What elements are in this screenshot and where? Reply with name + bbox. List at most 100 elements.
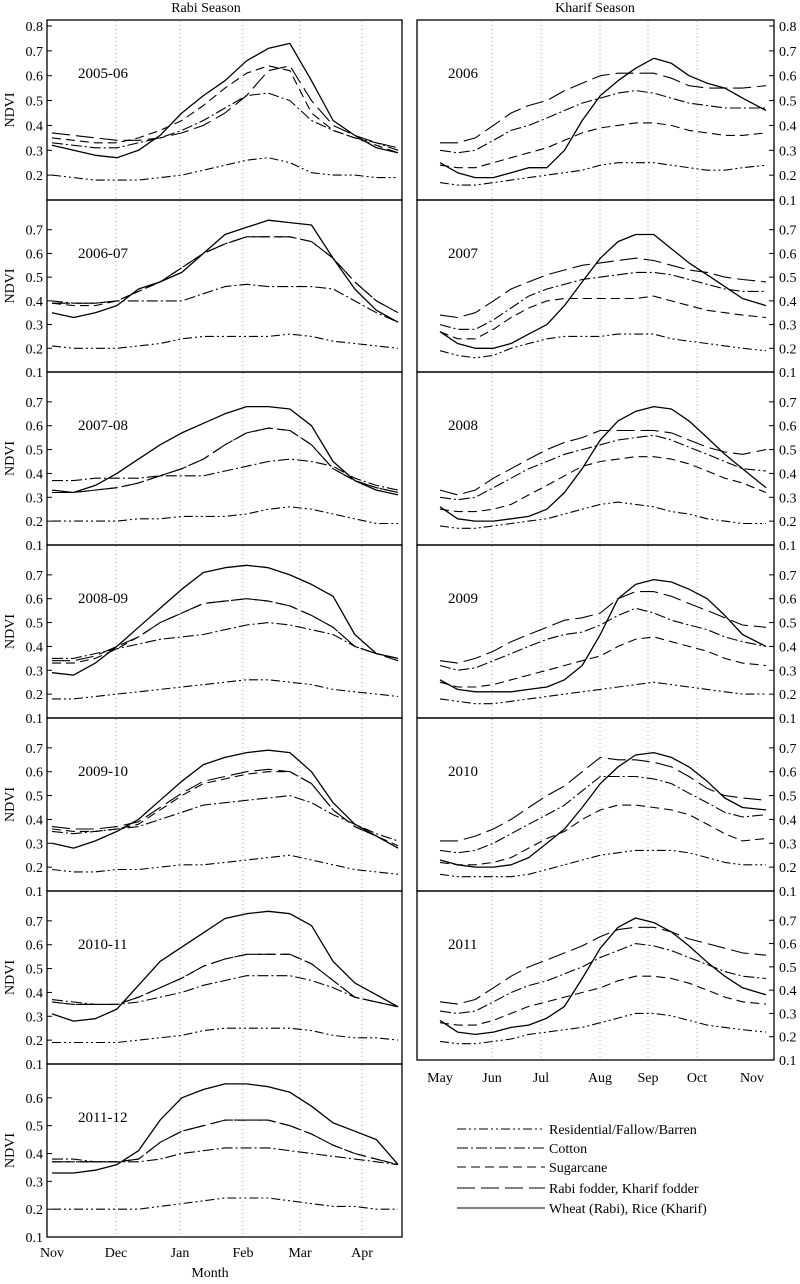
series-line-dashdot bbox=[439, 434, 767, 501]
series-line-dash bbox=[52, 598, 399, 664]
rabi-panels: 0.20.30.40.50.60.70.8NDVI2005-060.10.20.… bbox=[3, 19, 403, 1246]
panel-2007: 0.1 0.2 0.3 0.4 0.5 0.6 0.7 2007 bbox=[416, 199, 797, 381]
series-line-solid bbox=[439, 57, 767, 179]
series-line-dashdot bbox=[439, 90, 766, 154]
panel-title: 2007 bbox=[448, 246, 479, 262]
y-tick-label: 0.6 bbox=[26, 1092, 44, 1107]
y-tick-label: 0.1 bbox=[779, 194, 797, 209]
month-label: Dec bbox=[105, 1246, 128, 1261]
y-tick-label: 0.2 bbox=[26, 688, 44, 703]
series-line-solid bbox=[51, 564, 399, 676]
series-line-solid bbox=[439, 233, 767, 349]
panel-2010: 0.1 0.2 0.3 0.4 0.5 0.6 0.7 2010 bbox=[416, 717, 797, 900]
y-tick-label: 0.1 bbox=[26, 539, 44, 554]
y-tick-label: 0.8 bbox=[779, 20, 797, 35]
series-line-longdash bbox=[51, 65, 399, 149]
y-tick-label: 0.6 bbox=[26, 247, 44, 262]
panel-2010-11: 0.1 0.2 0.3 0.4 0.5 0.6 0.7 NDVI 2010-11 bbox=[3, 890, 403, 1073]
y-tick-label: 0.7 bbox=[779, 45, 797, 60]
y-tick-label: 0.6 bbox=[26, 939, 44, 954]
y-tick-label: 0.1 bbox=[779, 712, 797, 727]
y-tick-label: 0.2 bbox=[26, 169, 44, 184]
y-tick-label: 0.3 bbox=[779, 144, 797, 159]
series-line-dashdotdot bbox=[51, 333, 399, 349]
y-tick-label: 0.4 bbox=[26, 295, 44, 310]
legend-item-longdash: Rabi fodder, Kharif fodder bbox=[457, 1182, 699, 1197]
panel-title: 2010 bbox=[448, 764, 478, 780]
y-tick-label: 0.6 bbox=[779, 247, 797, 262]
series-line-solid bbox=[51, 910, 399, 1022]
y-tick-label: 0.2 bbox=[779, 515, 797, 530]
series-line-dashdot bbox=[439, 271, 766, 330]
y-tick-label: 0.5 bbox=[779, 961, 797, 976]
series-line-dashdot bbox=[51, 795, 399, 842]
series-line-longdash bbox=[52, 1119, 399, 1166]
series-line-solid bbox=[439, 405, 767, 522]
legend-label: Wheat (Rabi), Rice (Kharif) bbox=[549, 1202, 707, 1217]
y-axis-label: NDVI bbox=[3, 960, 18, 995]
y-tick-label: 0.5 bbox=[779, 95, 797, 110]
legend-item-dash: Sugarcane bbox=[457, 1161, 607, 1176]
panel-title: 2006-07 bbox=[78, 246, 128, 262]
y-tick-label: 0.4 bbox=[779, 295, 797, 310]
series-line-dashdotdot bbox=[52, 1197, 398, 1210]
y-tick-label: 0.3 bbox=[779, 491, 797, 506]
y-tick-label: 0.4 bbox=[779, 813, 797, 828]
y-tick-label: 0.5 bbox=[26, 1120, 44, 1135]
panel-frame bbox=[416, 199, 775, 373]
y-tick-label: 0.3 bbox=[26, 664, 44, 679]
series-line-longdash bbox=[439, 926, 767, 1005]
series-line-dash bbox=[439, 295, 767, 340]
y-tick-label: 0.6 bbox=[26, 70, 44, 85]
y-tick-label: 0.5 bbox=[26, 790, 44, 805]
panel-2007-08: 0.1 0.2 0.3 0.4 0.5 0.6 0.7 NDVI 2007-08 bbox=[3, 371, 403, 554]
series-line-longdash bbox=[439, 257, 767, 319]
panel-title: 2009 bbox=[448, 591, 478, 607]
series-line-solid bbox=[439, 917, 767, 1036]
panel-frame bbox=[416, 890, 775, 1061]
series-line-dashdotdot bbox=[439, 333, 767, 359]
y-tick-label: 0.4 bbox=[779, 984, 797, 999]
y-tick-label: 0.1 bbox=[26, 1231, 44, 1246]
series-line-dashdotdot bbox=[52, 1027, 399, 1044]
panel-frame bbox=[46, 199, 403, 373]
y-tick-label: 0.1 bbox=[779, 885, 797, 900]
y-tick-label: 0.4 bbox=[779, 119, 797, 134]
y-tick-label: 0.2 bbox=[779, 1031, 797, 1046]
y-tick-label: 0.6 bbox=[26, 766, 44, 781]
series-line-solid bbox=[51, 219, 399, 323]
kharif-month-axis: May Jun Jul Aug Sep Oct Nov bbox=[427, 1071, 764, 1086]
series-line-dashdot bbox=[51, 975, 399, 1008]
y-tick-label: 0.4 bbox=[26, 467, 44, 482]
panel-frame bbox=[46, 717, 403, 892]
y-tick-label: 0.1 bbox=[779, 539, 797, 554]
month-label: Feb bbox=[233, 1246, 254, 1261]
panel-frame bbox=[46, 19, 403, 201]
panel-2011: 0.1 0.2 0.3 0.4 0.5 0.6 0.7 2011 bbox=[416, 890, 797, 1069]
y-tick-label: 0.3 bbox=[26, 491, 44, 506]
y-tick-label: 0.2 bbox=[26, 515, 44, 530]
y-tick-label: 0.2 bbox=[26, 342, 44, 357]
series-line-dashdotdot bbox=[439, 162, 767, 186]
series-line-dash bbox=[439, 122, 767, 169]
series-line-dashdotdot bbox=[439, 501, 766, 529]
y-tick-label: 0.7 bbox=[26, 569, 44, 584]
y-tick-label: 0.2 bbox=[779, 688, 797, 703]
legend-label: Sugarcane bbox=[549, 1161, 607, 1176]
series-line-dashdotdot bbox=[51, 854, 399, 875]
rabi-x-axis-label: Month bbox=[191, 1266, 228, 1281]
series-line-dashdotdot bbox=[52, 506, 398, 525]
y-tick-label: 0.4 bbox=[26, 119, 44, 134]
y-tick-label: 0.5 bbox=[26, 95, 44, 110]
panel-2009: 0.1 0.2 0.3 0.4 0.5 0.6 0.7 2009 bbox=[416, 544, 797, 727]
y-axis-label: NDVI bbox=[3, 268, 18, 303]
series-line-dashdot bbox=[51, 92, 399, 151]
legend-label: Cotton bbox=[549, 1142, 587, 1157]
y-tick-label: 0.6 bbox=[26, 593, 44, 608]
panel-title: 2011 bbox=[448, 937, 477, 953]
series-line-longdash bbox=[440, 756, 767, 842]
month-label: May bbox=[427, 1071, 453, 1086]
series-line-solid bbox=[51, 42, 399, 159]
y-tick-label: 0.5 bbox=[779, 617, 797, 632]
y-tick-label: 0.2 bbox=[779, 861, 797, 876]
